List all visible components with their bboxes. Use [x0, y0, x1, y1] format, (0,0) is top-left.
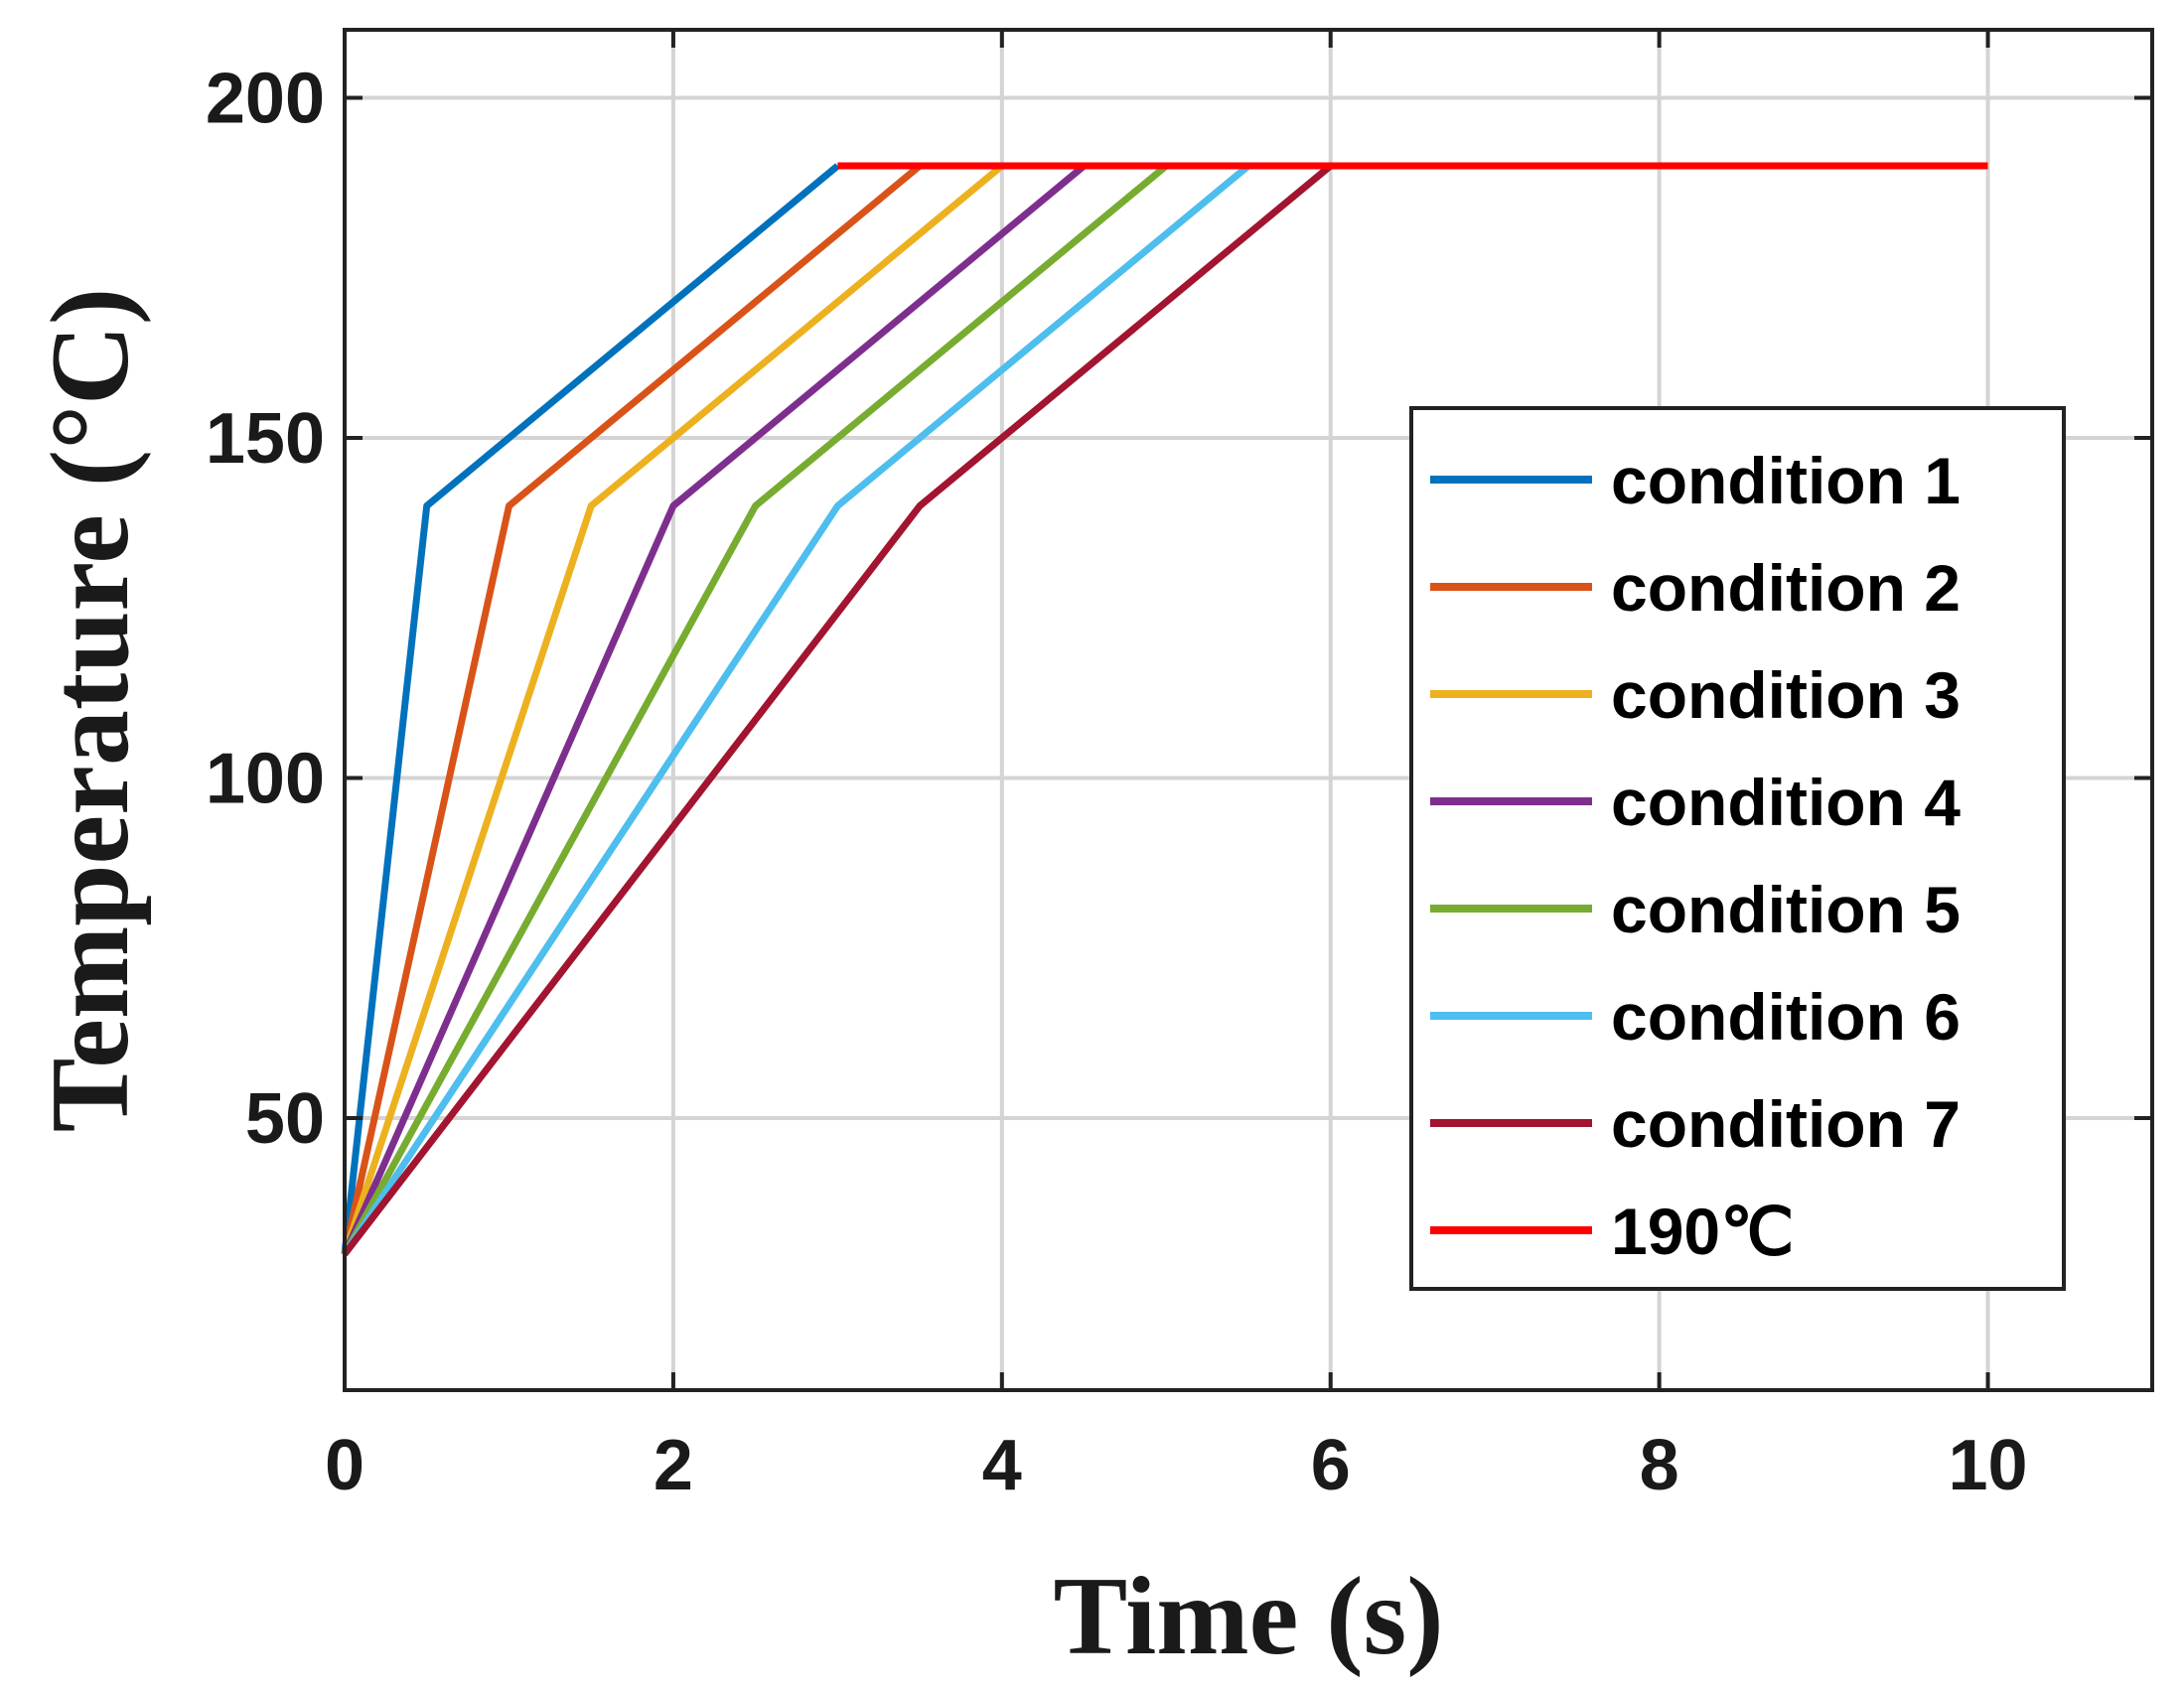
x-tick-label: 6 [1311, 1426, 1351, 1505]
legend-label-7: condition 7 [1611, 1087, 1961, 1161]
legend-label-4: condition 4 [1611, 766, 1961, 839]
x-axis-title: Time (s) [1054, 1555, 1444, 1678]
legend-label-3: condition 3 [1611, 658, 1961, 732]
series-line-3 [341, 163, 1005, 1256]
legend: condition 1 condition 2 condition 3 conditi… [1409, 406, 2066, 1291]
y-axis-title: Temperature (°C) [29, 288, 152, 1132]
legend-label-8: 190℃ [1611, 1195, 1794, 1268]
x-tick-label: 10 [1948, 1426, 2027, 1505]
series-line-6 [342, 163, 1251, 1256]
legend-items: condition 1 condition 2 condition 3 conditi… [1430, 444, 1961, 1268]
x-tick-label: 0 [325, 1426, 364, 1505]
legend-box [1409, 406, 2066, 1291]
y-tick-labels: 50 100 150 200 [206, 60, 325, 1160]
series-line-7 [342, 163, 1333, 1257]
series-line-4 [341, 163, 1087, 1256]
plot-frame [343, 28, 2154, 1392]
x-tick-label: 8 [1640, 1426, 1679, 1505]
legend-label-2: condition 2 [1611, 551, 1961, 625]
y-tick-label: 150 [206, 399, 325, 479]
series-line-2 [341, 163, 923, 1255]
y-tick-label: 50 [245, 1079, 325, 1159]
x-tick-label: 4 [982, 1426, 1022, 1505]
legend-label-1: condition 1 [1611, 444, 1961, 517]
y-tick-label: 100 [206, 740, 325, 819]
y-tick-label: 200 [206, 60, 325, 139]
legend-label-5: condition 5 [1611, 873, 1961, 946]
series-line-5 [341, 163, 1169, 1256]
series-lines [341, 162, 1988, 1257]
x-tick-labels: 0 2 4 6 8 10 [325, 1426, 2028, 1505]
legend-label-6: condition 6 [1611, 980, 1961, 1054]
x-tick-label: 2 [654, 1426, 693, 1505]
axis-ticks [343, 30, 2152, 1390]
series-line-1 [341, 163, 840, 1255]
